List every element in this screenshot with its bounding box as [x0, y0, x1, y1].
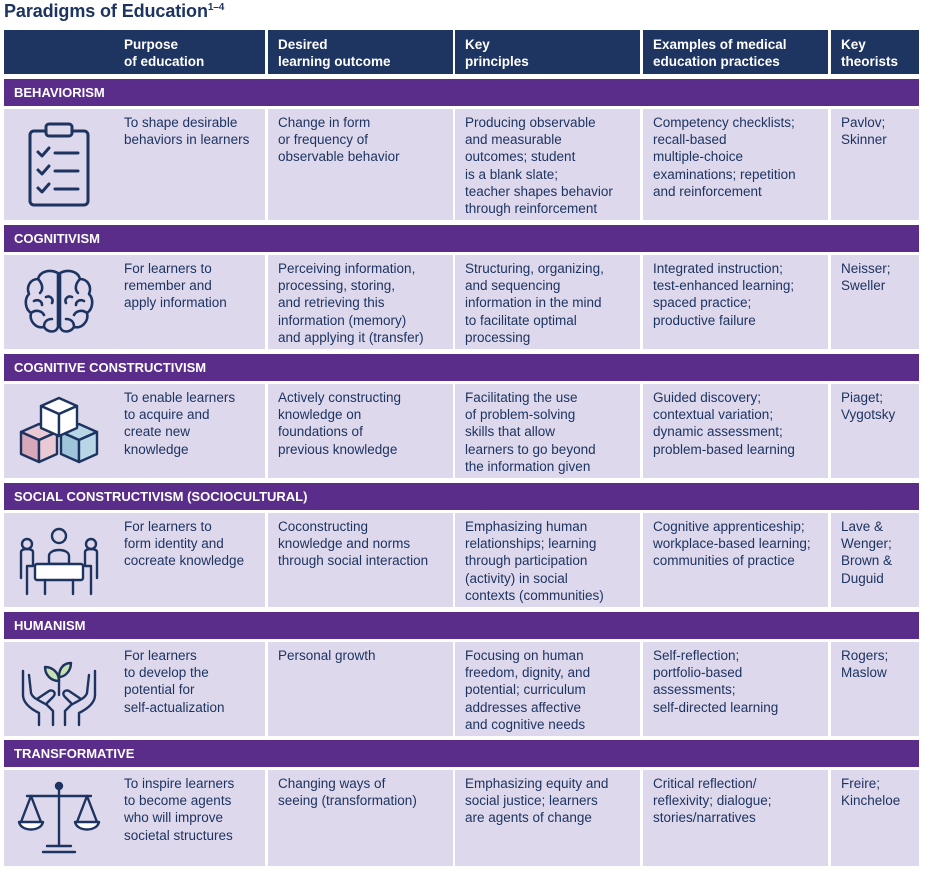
principles-cell: Producing observable and measurable outc… [455, 109, 640, 220]
principles-cell: Structuring, organizing, and sequencing … [455, 255, 640, 349]
title-text: Paradigms of Education [4, 1, 208, 21]
outcome-cell: Actively constructing knowledge on found… [268, 384, 453, 478]
practices-cell: Competency checklists; recall-based mult… [643, 109, 828, 220]
header-outcome: Desired learning outcome [268, 30, 453, 74]
purpose-cell: To enable learners to acquire and create… [114, 384, 265, 478]
icon-cell [4, 642, 114, 736]
group-meeting-icon [19, 527, 99, 596]
theorists-cell: Neisser; Sweller [831, 255, 919, 349]
theorists-cell: Lave & Wenger; Brown & Duguid [831, 513, 919, 607]
icon-cell [4, 255, 114, 349]
title-superscript: 1–4 [207, 2, 225, 13]
purpose-cell: For learners to form identity and cocrea… [114, 513, 265, 607]
header-principles: Key principles [455, 30, 640, 74]
theorists-cell: Rogers; Maslow [831, 642, 919, 736]
principles-cell: Emphasizing human relationships; learnin… [455, 513, 640, 607]
paradigm-band-transformative: TRANSFORMATIVE [4, 740, 919, 767]
icon-cell [4, 513, 114, 607]
practices-cell: Cognitive apprenticeship; workplace-base… [643, 513, 828, 607]
scales-of-justice-icon [17, 781, 101, 854]
header-purpose: Purpose of education [114, 30, 265, 74]
purpose-cell: For learners to remember and apply infor… [114, 255, 265, 349]
outcome-cell: Personal growth [268, 642, 453, 736]
purpose-cell: For learners to develop the potential fo… [114, 642, 265, 736]
outcome-cell: Perceiving information, processing, stor… [268, 255, 453, 349]
stacked-cubes-icon [19, 396, 99, 464]
outcome-cell: Change in form or frequency of observabl… [268, 109, 453, 220]
outcome-cell: Coconstructing knowledge and norms throu… [268, 513, 453, 607]
paradigm-band-humanism: HUMANISM [4, 612, 919, 639]
page-title: Paradigms of Education1–4 [4, 1, 224, 22]
paradigm-band-social-constructivism: SOCIAL CONSTRUCTIVISM (SOCIOCULTURAL) [4, 483, 919, 510]
practices-cell: Self-reflection; portfolio-based assessm… [643, 642, 828, 736]
practices-cell: Integrated instruction; test-enhanced le… [643, 255, 828, 349]
practices-cell: Critical reflection/ reflexivity; dialog… [643, 770, 828, 866]
practices-cell: Guided discovery; contextual variation; … [643, 384, 828, 478]
paradigm-band-behaviorism: BEHAVIORISM [4, 79, 919, 106]
icon-cell [4, 109, 114, 220]
principles-cell: Facilitating the use of problem-solving … [455, 384, 640, 478]
header-blank-cell [4, 30, 114, 74]
principles-cell: Focusing on human freedom, dignity, and … [455, 642, 640, 736]
outcome-cell: Changing ways of seeing (transformation) [268, 770, 453, 866]
theorists-cell: Pavlov; Skinner [831, 109, 919, 220]
principles-cell: Emphasizing equity and social justice; l… [455, 770, 640, 866]
theorists-cell: Piaget; Vygotsky [831, 384, 919, 478]
header-practices: Examples of medical education practices [643, 30, 828, 74]
icon-cell [4, 384, 114, 478]
hands-sprout-icon [21, 661, 97, 727]
icon-cell [4, 770, 114, 866]
brain-icon [24, 269, 94, 333]
theorists-cell: Freire; Kincheloe [831, 770, 919, 866]
header-theorists: Key theorists [831, 30, 919, 74]
paradigm-band-cognitivism: COGNITIVISM [4, 225, 919, 252]
purpose-cell: To inspire learners to become agents who… [114, 770, 265, 866]
purpose-cell: To shape desirable behaviors in learners [114, 109, 265, 220]
paradigm-band-cognitive-constructivism: COGNITIVE CONSTRUCTIVISM [4, 354, 919, 381]
clipboard-checklist-icon [28, 122, 90, 206]
